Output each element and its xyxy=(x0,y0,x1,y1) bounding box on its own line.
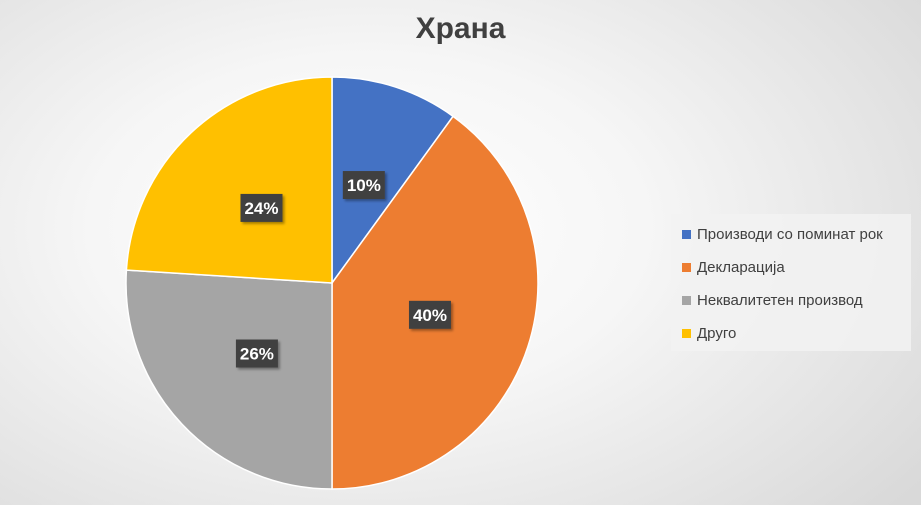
data-label-box xyxy=(408,300,451,329)
data-label-text: 24% xyxy=(244,199,278,218)
legend-label: Неквалитетен производ xyxy=(697,291,863,309)
legend-swatch xyxy=(682,262,691,272)
data-label: 10% xyxy=(342,171,385,200)
legend-label: Декларација xyxy=(697,258,785,276)
chart-title: Храна xyxy=(415,12,506,45)
legend-swatch xyxy=(682,295,691,305)
legend-item-expired-products: Производи со поминат рок xyxy=(682,224,883,244)
legend: Производи со поминат рок Декларација Нек… xyxy=(671,214,911,351)
legend-item-other: Друго xyxy=(682,323,736,343)
data-label-box xyxy=(342,171,385,200)
legend-swatch xyxy=(682,328,691,338)
data-label-text: 26% xyxy=(240,345,274,364)
data-label-box xyxy=(235,339,278,368)
data-label-box xyxy=(240,193,283,222)
legend-item-declaration: Декларација xyxy=(682,257,785,277)
pie-slice-other xyxy=(125,76,333,284)
legend-label: Друго xyxy=(697,324,737,342)
data-label-text: 10% xyxy=(347,176,381,195)
legend-swatch xyxy=(682,229,691,239)
legend-label: Производи со поминат рок xyxy=(697,225,883,243)
legend-item-low-quality-product: Неквалитетен производ xyxy=(682,290,863,310)
pie-slice-low-quality-product xyxy=(125,269,333,490)
data-label: 24% xyxy=(240,193,283,222)
data-label-text: 40% xyxy=(413,306,447,325)
data-label: 40% xyxy=(408,300,451,329)
pie-slice-expired-products xyxy=(331,76,455,286)
data-label: 26% xyxy=(235,339,278,368)
